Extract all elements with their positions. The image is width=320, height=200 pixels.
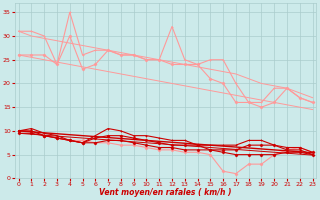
X-axis label: Vent moyen/en rafales ( km/h ): Vent moyen/en rafales ( km/h ): [99, 188, 232, 197]
